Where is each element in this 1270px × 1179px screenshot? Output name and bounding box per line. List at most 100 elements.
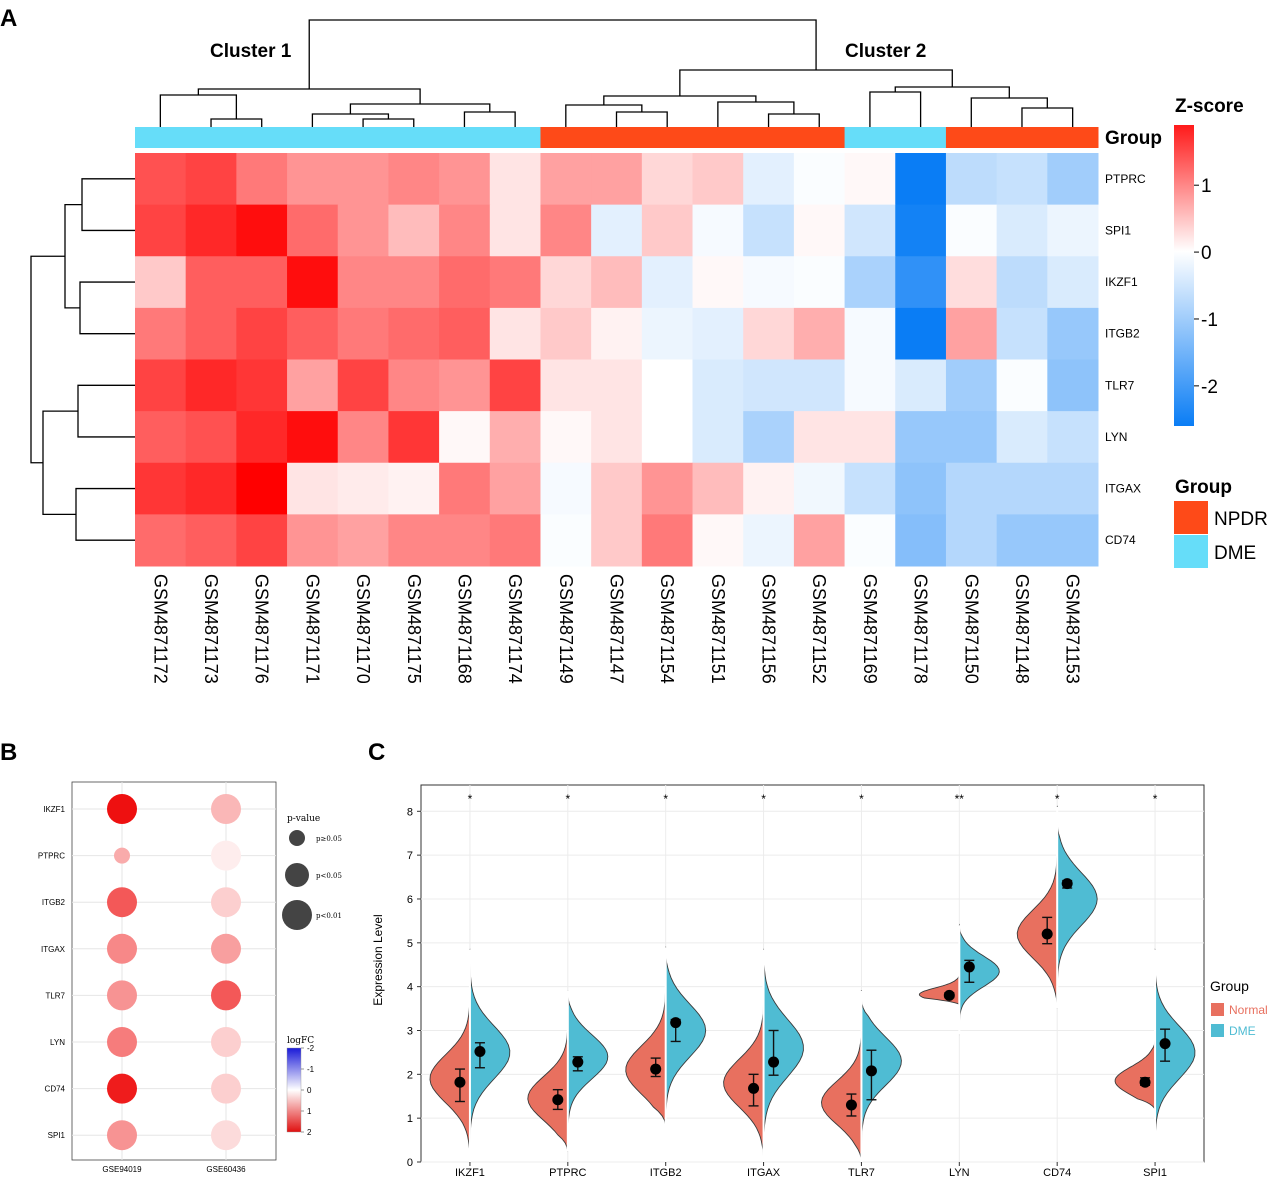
bubble-point xyxy=(211,1027,241,1057)
heatmap-cell xyxy=(287,307,339,360)
pvalue-legend-dot xyxy=(289,830,305,846)
pvalue-legend-label: p≥0.05 xyxy=(316,835,342,843)
heatmap-cell xyxy=(135,359,187,412)
heatmap-cell xyxy=(1047,153,1099,206)
heatmap-cell xyxy=(337,153,389,206)
x-tick-label: CD74 xyxy=(1043,1167,1071,1179)
pvalue-size-legend: p≥0.05 p<0.05 p<0.01 xyxy=(282,830,342,930)
cluster-2-label: Cluster 2 xyxy=(845,41,926,62)
normal-violin xyxy=(1114,1038,1156,1110)
sample-label: GSM4871173 xyxy=(201,574,221,684)
group-legend-title: Group xyxy=(1175,477,1232,498)
group-bar-segment xyxy=(692,127,744,148)
group-bar-segment xyxy=(945,127,998,148)
heatmap-cell xyxy=(743,256,795,309)
heatmap-cell xyxy=(540,204,592,257)
bubble-point xyxy=(211,794,241,824)
gene-label: ITGB2 xyxy=(1105,327,1140,341)
heatmap-cell xyxy=(895,359,947,412)
heatmap-cell xyxy=(337,462,389,515)
logfc-tick-label: -1 xyxy=(307,1065,315,1074)
median-point xyxy=(768,1056,780,1068)
y-tick-label: 4 xyxy=(407,982,413,994)
heatmap-cell xyxy=(996,411,1048,464)
heatmap-cell xyxy=(489,411,541,464)
heatmap-cell xyxy=(793,256,846,309)
heatmap-panel: Cluster 1 Cluster 2 Group PTPRC SPI1 IKZF1… xyxy=(30,19,1268,684)
heatmap-cell xyxy=(692,411,744,464)
sample-label: GSM4871152 xyxy=(809,574,829,684)
sample-label: GSM4871151 xyxy=(708,574,728,684)
sample-label: GSM4871169 xyxy=(860,574,880,684)
heatmap-cell xyxy=(844,204,896,257)
heatmap-cell xyxy=(439,256,491,309)
heatmap-cell xyxy=(337,411,389,464)
logfc-ticks: -2 -1 0 1 2 xyxy=(301,1044,315,1137)
pvalue-legend-dot xyxy=(282,900,312,930)
x-tick-label: SPI1 xyxy=(1143,1167,1167,1179)
heatmap-cell xyxy=(287,359,339,412)
median-point xyxy=(1139,1076,1151,1088)
significance-mark: * xyxy=(565,792,570,806)
group-bar-segment xyxy=(641,127,694,148)
y-tick-label: 1 xyxy=(407,1113,413,1125)
median-point xyxy=(963,961,975,973)
x-tick-label: ITGB2 xyxy=(650,1167,682,1179)
zscore-colorbar xyxy=(1174,125,1194,426)
heatmap-cell xyxy=(337,204,389,257)
sample-label: GSM4871174 xyxy=(505,574,525,684)
median-point xyxy=(865,1065,877,1077)
group-bar-segment xyxy=(743,127,795,148)
heatmap-cell xyxy=(135,204,187,257)
median-point xyxy=(454,1076,466,1088)
heatmap-cell xyxy=(945,153,998,206)
heatmap-cell xyxy=(996,307,1048,360)
heatmap-cell xyxy=(591,462,643,515)
group-bar-segment xyxy=(185,127,237,148)
pvalue-legend-dot xyxy=(285,863,309,887)
median-point xyxy=(650,1063,662,1075)
heatmap-cell xyxy=(236,359,288,412)
panel-label-a: A xyxy=(0,5,17,32)
bubble-point xyxy=(107,887,137,918)
gene-label: CD74 xyxy=(1105,533,1136,547)
heatmap-cell xyxy=(641,411,694,464)
group-bar-segment xyxy=(895,127,947,148)
heatmap-cell xyxy=(185,153,237,206)
sample-label: GSM4871149 xyxy=(556,574,576,684)
sample-label: GSM4871168 xyxy=(454,574,474,684)
bubble-point xyxy=(211,933,241,964)
heatmap-cell xyxy=(540,462,592,515)
y-tick-label: 3 xyxy=(407,1025,413,1037)
significance-mark: ** xyxy=(955,792,965,806)
group-bar-segment xyxy=(996,127,1048,148)
heatmap-cell xyxy=(489,153,541,206)
median-point xyxy=(572,1056,584,1068)
heatmap-cell xyxy=(895,514,947,567)
heatmap-cell xyxy=(844,256,896,309)
bubble-point xyxy=(211,1073,241,1104)
x-tick-label: TLR7 xyxy=(848,1167,875,1179)
sample-label: GSM4871175 xyxy=(404,574,424,684)
violin-y-axis-label: Expression Level xyxy=(371,914,385,1005)
heatmap-cell xyxy=(185,462,237,515)
group-bar-segment xyxy=(591,127,643,148)
group-legend-swatch xyxy=(1174,501,1208,534)
group-bar-segment xyxy=(388,127,440,148)
heatmap-cell xyxy=(439,411,491,464)
heatmap-cell xyxy=(540,153,592,206)
heatmap-cell xyxy=(895,153,947,206)
heatmap-cell xyxy=(287,256,339,309)
sample-label: GSM4871147 xyxy=(607,574,627,684)
heatmap-cell xyxy=(388,204,440,257)
bubble-gene-label: ITGAX xyxy=(41,945,66,954)
median-point xyxy=(670,1017,682,1029)
heatmap-cell xyxy=(895,462,947,515)
gene-label: SPI1 xyxy=(1105,223,1131,237)
heatmap-cell xyxy=(591,153,643,206)
gene-label: PTPRC xyxy=(1105,172,1146,186)
heatmap-cell xyxy=(692,153,744,206)
heatmap-cell xyxy=(236,514,288,567)
median-point xyxy=(845,1099,857,1111)
